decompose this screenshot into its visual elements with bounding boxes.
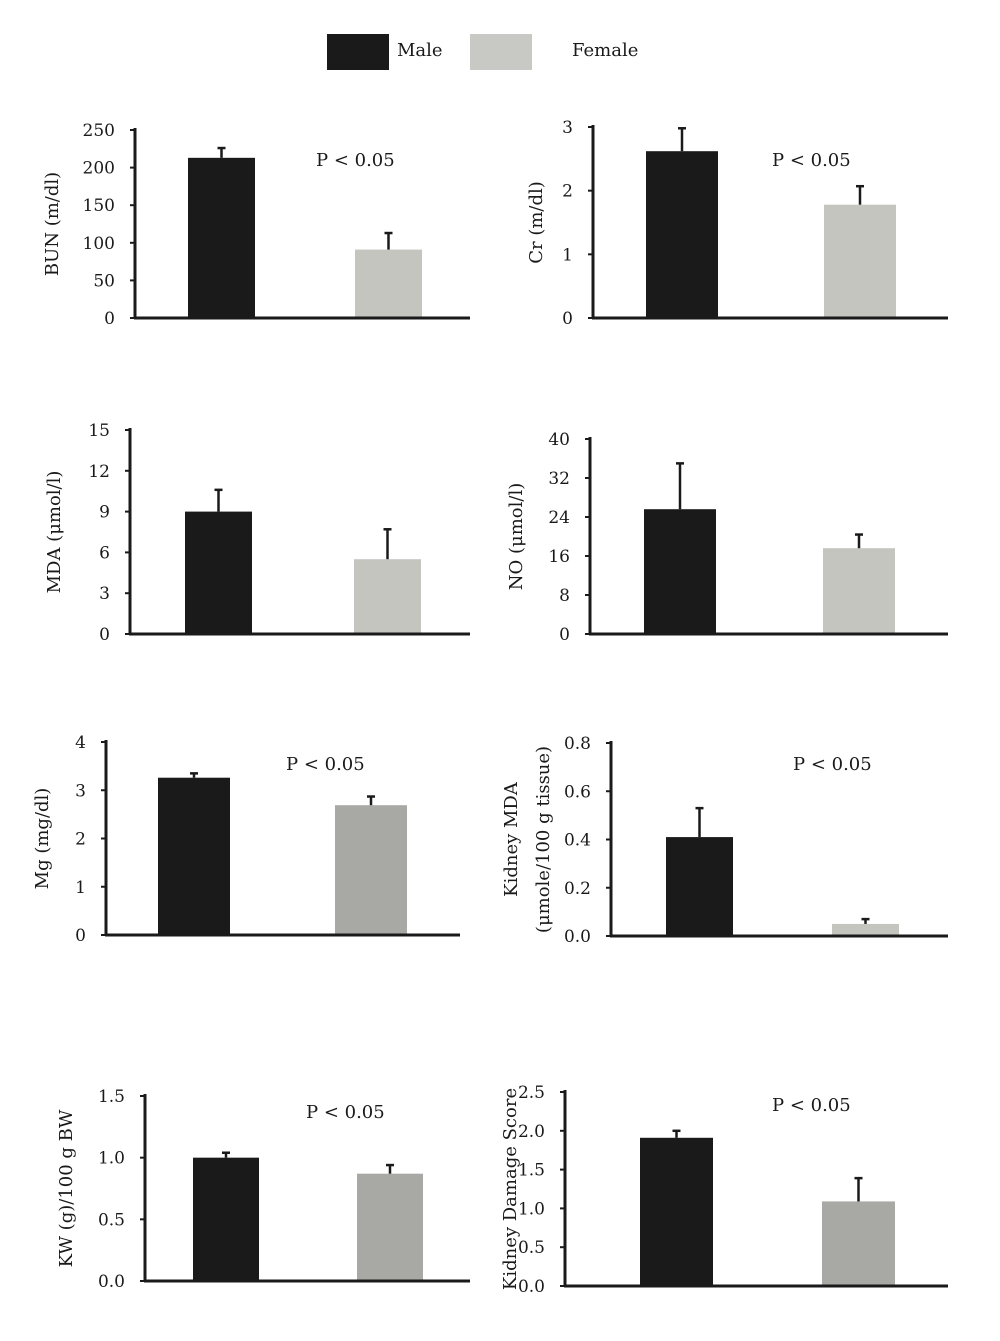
bar-male — [193, 1157, 259, 1281]
y-tick-label: 4 — [75, 733, 86, 753]
legend-label-male: Male — [397, 40, 443, 61]
bar-male — [644, 509, 716, 634]
y-axis-label: NO (μmol/l) — [506, 483, 527, 590]
y-tick-label: 12 — [88, 462, 110, 482]
y-tick-label: 0.5 — [98, 1210, 125, 1230]
y-tick-label: 1.5 — [518, 1161, 545, 1181]
y-axis-label: Mg (mg/dl) — [32, 788, 53, 890]
y-tick-label: 0 — [562, 309, 573, 329]
bar-female — [824, 204, 896, 318]
y-tick-label: 24 — [548, 508, 570, 528]
y-axis-label: MDA (μmol/l) — [44, 471, 65, 594]
significance-annotation: P < 0.05 — [316, 150, 395, 171]
significance-annotation: P < 0.05 — [286, 754, 365, 775]
y-tick-label: 32 — [548, 469, 570, 489]
y-tick-label: 1.0 — [518, 1199, 545, 1219]
y-tick-label: 0.2 — [564, 879, 591, 899]
y-tick-label: 2 — [562, 182, 573, 202]
y-tick-label: 8 — [559, 586, 570, 606]
y-axis-label: Kidney Damage Score — [500, 1088, 521, 1290]
y-tick-label: 2 — [75, 830, 86, 850]
y-tick-label: 0 — [559, 625, 570, 645]
y-tick-label: 1 — [75, 878, 86, 898]
y-tick-label: 250 — [83, 121, 115, 141]
chart-panel-2: 0 1 2 3 Cr (m/dl) P < 0.05 — [526, 118, 948, 329]
bar-female — [822, 1201, 895, 1286]
bar-female — [335, 805, 407, 935]
y-axis-label: Cr (m/dl) — [526, 181, 547, 264]
y-tick-label: 2.0 — [518, 1122, 545, 1142]
y-tick-label: 100 — [83, 234, 115, 254]
y-tick-label: 3 — [75, 781, 86, 801]
y-tick-label: 0.4 — [564, 831, 591, 851]
significance-annotation: P < 0.05 — [772, 1095, 851, 1116]
y-tick-label: 1.5 — [98, 1087, 125, 1107]
y-tick-label: 3 — [562, 118, 573, 138]
y-tick-label: 6 — [99, 543, 110, 563]
bar-female — [823, 548, 895, 634]
chart-panel-6: 0.0 0.2 0.4 0.6 0.8 Kidney MDA (μmole/100 g ti… — [501, 734, 948, 947]
bar-male — [646, 151, 718, 318]
legend: Male Female — [0, 0, 1000, 110]
y-tick-label: 0.5 — [518, 1238, 545, 1258]
chart-panel-1: 0 50 100 150 200 250 BUN (m/dl) P < 0.05 — [42, 121, 470, 329]
y-tick-label: 1.0 — [98, 1149, 125, 1169]
legend-label-female: Female — [572, 40, 639, 61]
y-tick-label: 9 — [99, 503, 110, 523]
bar-male — [666, 837, 733, 936]
bar-male — [640, 1137, 713, 1286]
legend-swatch-female — [470, 34, 532, 70]
y-tick-label: 0.0 — [518, 1277, 545, 1297]
y-tick-label: 0 — [99, 625, 110, 645]
significance-annotation: P < 0.05 — [306, 1102, 385, 1123]
y-axis-label: Kidney MDA — [501, 781, 522, 897]
y-tick-label: 1 — [562, 245, 573, 265]
chart-panel-3: 0 3 6 9 12 15 MDA (μmol/l) — [44, 421, 470, 645]
y-tick-label: 2.5 — [518, 1083, 545, 1103]
y-tick-label: 16 — [548, 547, 570, 567]
chart-panel-7: 0.0 0.5 1.0 1.5 KW (g)/100 g BW P < 0.05 — [56, 1087, 470, 1292]
chart-panel-5: 0 1 2 3 4 Mg (mg/dl) P < 0.05 — [32, 733, 460, 946]
bar-male — [188, 157, 255, 318]
y-tick-label: 0 — [75, 926, 86, 946]
bar-female — [357, 1173, 423, 1281]
y-tick-label: 0.6 — [564, 782, 591, 802]
bar-female — [354, 559, 421, 634]
bar-female — [355, 249, 422, 318]
chart-panel-4: 0 8 16 24 32 40 NO (μmol/l) — [506, 430, 948, 645]
y-axis-label: KW (g)/100 g BW — [56, 1109, 77, 1267]
y-tick-label: 0.0 — [564, 927, 591, 947]
y-tick-label: 0.8 — [564, 734, 591, 754]
y-axis-label: BUN (m/dl) — [42, 172, 63, 276]
bar-male — [185, 511, 252, 634]
y-tick-label: 0.0 — [98, 1272, 125, 1292]
y-axis-label-unit: (μmole/100 g tissue) — [533, 746, 554, 933]
y-tick-label: 150 — [83, 196, 115, 216]
bar-female — [832, 923, 899, 936]
y-tick-label: 15 — [88, 421, 110, 441]
y-tick-label: 40 — [548, 430, 570, 450]
significance-annotation: P < 0.05 — [793, 754, 872, 775]
significance-annotation: P < 0.05 — [772, 150, 851, 171]
y-tick-label: 50 — [93, 271, 115, 291]
legend-swatch-male — [327, 34, 389, 70]
bar-male — [158, 777, 230, 935]
y-tick-label: 3 — [99, 584, 110, 604]
y-tick-label: 0 — [104, 309, 115, 329]
y-tick-label: 200 — [83, 159, 115, 179]
